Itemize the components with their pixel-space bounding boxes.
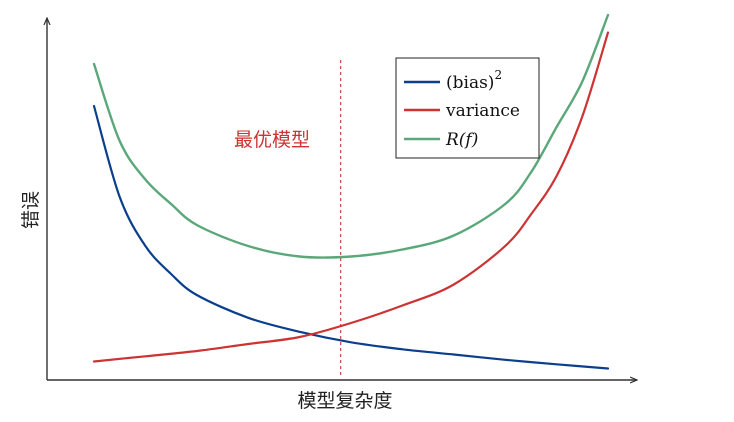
legend-label-risk: R(f) (445, 130, 478, 150)
legend-box (395, 57, 540, 159)
series-line-bias (92, 104, 610, 370)
legend-label-variance: variance (445, 101, 520, 121)
legend-label-bias: (bias)2 (446, 68, 502, 93)
series-line-risk (92, 13, 610, 259)
legend: (bias)2 variance R(f) (395, 57, 540, 159)
optimal-model-label: 最优模型 (234, 129, 310, 151)
y-axis-label: 错误 (20, 191, 42, 229)
x-axis-label: 模型复杂度 (297, 390, 392, 412)
series-line-variance (92, 31, 610, 363)
